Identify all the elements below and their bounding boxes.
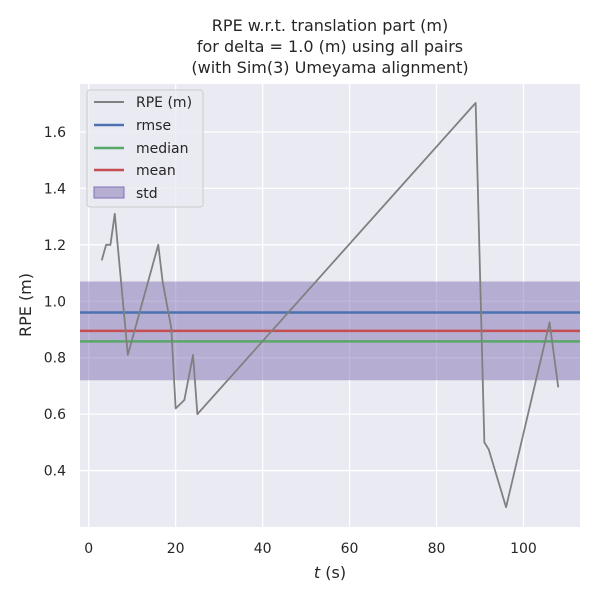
title-line-1: RPE w.r.t. translation part (m) <box>212 16 448 35</box>
y-tick-label: 1.0 <box>44 294 66 310</box>
rpe-series-line <box>100 102 560 509</box>
legend-label-rpe: RPE (m) <box>136 95 192 111</box>
stat-lines-layer <box>80 311 580 343</box>
legend-frame <box>86 89 204 208</box>
y-tick-label: 0.8 <box>44 351 66 367</box>
series-layer <box>100 102 560 509</box>
x-tick-label: 100 <box>510 541 537 557</box>
chart-title: RPE w.r.t. translation part (m) for delt… <box>191 16 468 77</box>
legend-label-rmse: rmse <box>136 118 171 134</box>
x-tick-label: 40 <box>254 541 272 557</box>
x-tick-label: 60 <box>341 541 359 557</box>
x-tick-label: 20 <box>167 541 185 557</box>
title-line-2: for delta = 1.0 (m) using all pairs <box>197 37 463 56</box>
x-tick-label: 0 <box>84 541 93 557</box>
y-tick-label: 0.4 <box>44 464 66 480</box>
legend-label-mean: mean <box>136 163 176 179</box>
y-tick-label: 0.6 <box>44 407 66 423</box>
legend-label-median: median <box>136 141 188 157</box>
x-axis-label-var: t <box>314 563 321 582</box>
y-tick-label: 1.6 <box>44 125 66 141</box>
legend-swatch-std <box>93 186 125 199</box>
y-tick-label: 1.4 <box>44 181 66 197</box>
y-tick-labels: 0.4 0.6 0.8 1.0 1.2 1.4 1.6 <box>44 125 66 480</box>
y-tick-label: 1.2 <box>44 238 66 254</box>
legend-label-std: std <box>136 186 158 202</box>
title-line-3: (with Sim(3) Umeyama alignment) <box>191 58 468 77</box>
x-tick-label: 80 <box>428 541 446 557</box>
legend: RPE (m) rmse median mean std <box>86 89 204 208</box>
x-tick-labels: 0 20 40 60 80 100 <box>84 541 537 557</box>
y-axis-label: RPE (m) <box>16 273 35 337</box>
x-axis-label: t (s) <box>314 563 346 582</box>
x-axis-label-unit: (s) <box>320 563 346 582</box>
